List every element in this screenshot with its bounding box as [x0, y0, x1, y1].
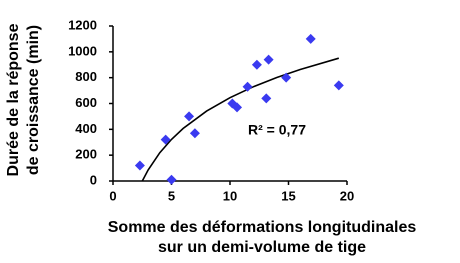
y-tick-label: 400 — [75, 121, 97, 136]
annotation: R² = 0,77 — [248, 122, 306, 138]
x-axis-title: Somme des déformations longitudinales — [108, 219, 417, 236]
y-axis-title: Durée de la réponse de croissance (min) — [5, 23, 42, 176]
data-point — [263, 54, 274, 65]
y-tick-label: 1000 — [68, 43, 97, 58]
y-tick-label: 600 — [75, 95, 97, 110]
data-point — [134, 160, 145, 171]
y-tick-label: 0 — [90, 172, 97, 187]
data-point — [305, 33, 316, 44]
data-point — [281, 72, 292, 83]
x-tick-label: 10 — [223, 188, 237, 203]
x-tick-label: 20 — [340, 188, 354, 203]
y-tick-label: 1200 — [68, 17, 97, 32]
data-point — [189, 128, 200, 139]
y-tick-label: 800 — [75, 69, 97, 84]
y-tick-label: 200 — [75, 147, 97, 162]
data-point — [333, 80, 344, 91]
data-point — [184, 111, 195, 122]
x-axis-title: sur un demi-volume de tige — [158, 239, 366, 256]
data-point — [242, 81, 253, 92]
y-axis-title-line: de croissance (min) — [25, 25, 42, 175]
x-tick-label: 5 — [168, 188, 175, 203]
y-axis-title-line: Durée de la réponse — [5, 23, 22, 176]
trendline — [141, 57, 340, 182]
data-point — [251, 59, 262, 70]
data-point — [261, 93, 272, 104]
data-point — [166, 174, 177, 185]
x-tick-label: 0 — [109, 188, 116, 203]
data-point — [160, 134, 171, 145]
data-point — [232, 102, 243, 113]
x-tick-label: 15 — [281, 188, 295, 203]
